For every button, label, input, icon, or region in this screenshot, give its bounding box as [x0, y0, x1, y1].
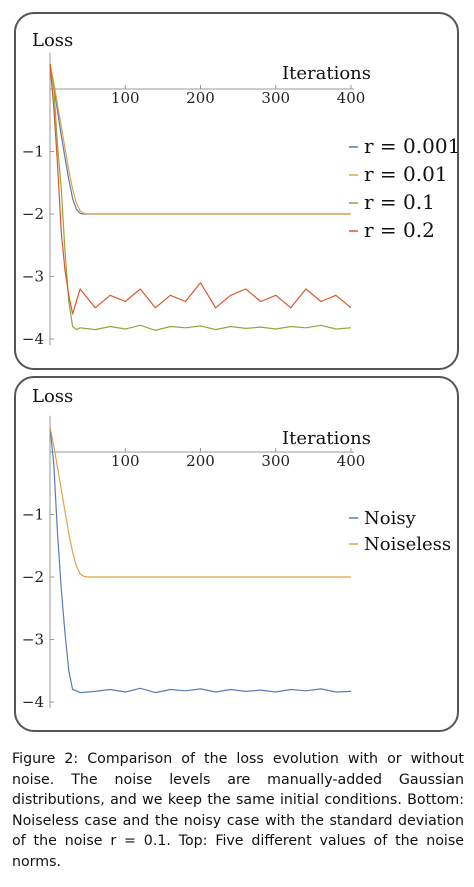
- series-line: [49, 63, 352, 331]
- legend-label: r = 0.1: [364, 190, 435, 214]
- x-tick-label: 100: [111, 452, 140, 470]
- legend-label: r = 0.2: [364, 218, 435, 242]
- x-tick-label: 200: [186, 452, 215, 470]
- legend-label: r = 0.01: [364, 162, 448, 186]
- legend-label: Noisy: [364, 508, 417, 529]
- y-axis-label: Loss: [32, 386, 73, 407]
- legend-label: Noiseless: [364, 534, 451, 555]
- y-tick-label: −1: [22, 143, 44, 161]
- y-tick-label: −2: [22, 205, 44, 223]
- y-axis-label: Loss: [32, 30, 73, 51]
- x-axis-label: Iterations: [282, 428, 371, 449]
- y-tick-label: −3: [22, 268, 44, 286]
- x-tick-label: 400: [337, 89, 366, 107]
- series-line: [49, 63, 351, 215]
- x-tick-label: 200: [186, 89, 215, 107]
- series-line: [49, 426, 352, 694]
- x-tick-label: 300: [261, 452, 290, 470]
- y-tick-label: −4: [22, 693, 44, 711]
- figure-caption-text: Figure 2: Comparison of the loss evoluti…: [12, 751, 464, 870]
- y-tick-label: −1: [22, 506, 44, 524]
- series-line: [49, 63, 352, 315]
- y-tick-label: −3: [22, 631, 44, 649]
- top-loss-chart: 100 200 300 400 −1 −2 −3 −4 Loss Iterations r = 0.…: [22, 30, 460, 348]
- x-tick-label: 300: [261, 89, 290, 107]
- x-axis-label: Iterations: [282, 63, 371, 84]
- series-line: [49, 426, 351, 578]
- y-tick-label: −4: [22, 330, 44, 348]
- legend-label: r = 0.001: [364, 134, 460, 158]
- bottom-loss-chart: 100 200 300 400 −1 −2 −3 −4 Loss Iterations Noisy N…: [22, 386, 451, 711]
- x-tick-label: 100: [111, 89, 140, 107]
- y-tick-label: −2: [22, 568, 44, 586]
- bottom-chart-panel: 100 200 300 400 −1 −2 −3 −4 Loss Iterations Noisy N…: [14, 376, 459, 732]
- x-tick-label: 400: [337, 452, 366, 470]
- figure-caption: Figure 2: Comparison of the loss evoluti…: [12, 749, 464, 872]
- top-chart-panel: 100 200 300 400 −1 −2 −3 −4 Loss Iterations r = 0.…: [14, 12, 460, 370]
